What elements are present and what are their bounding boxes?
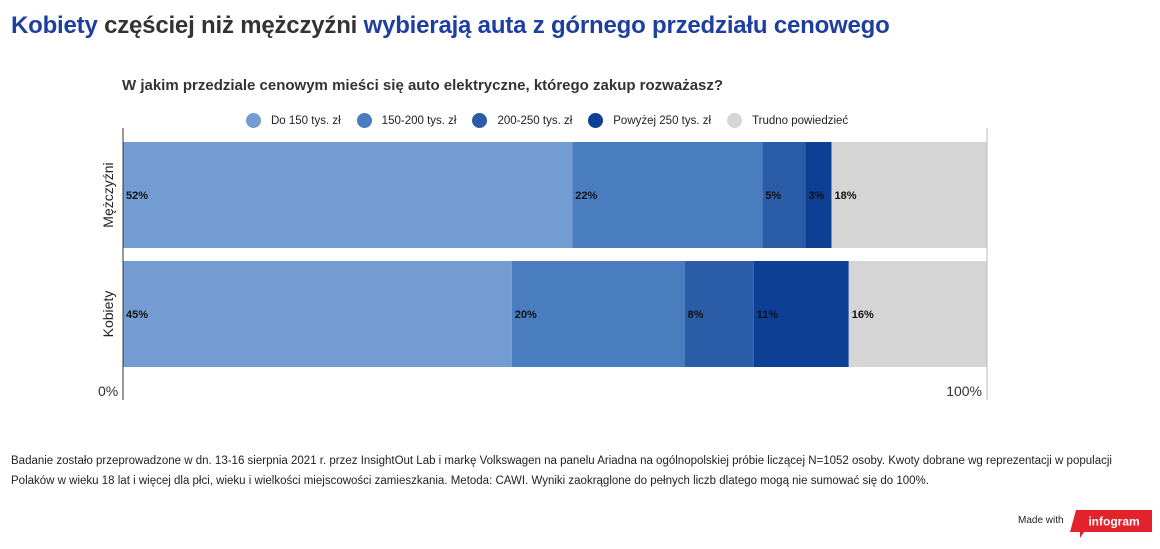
axis-max-label: 100%	[946, 383, 982, 399]
legend-item-5[interactable]: Trudno powiedzieć	[727, 113, 848, 128]
data-label: 18%	[834, 190, 856, 202]
legend-item-3[interactable]: 200-250 tys. zł	[472, 113, 572, 128]
infogram-logo-shape	[1070, 510, 1152, 538]
data-label: 22%	[575, 190, 597, 202]
footnote: Badanie zostało przeprowadzone w dn. 13-…	[11, 455, 1112, 487]
legend-item-2[interactable]: 150-200 tys. zł	[356, 113, 457, 128]
infogram-logo-text: infogram	[1088, 515, 1139, 529]
bar-segment[interactable]	[123, 261, 512, 367]
bar-segment[interactable]	[123, 142, 573, 248]
legend-swatch	[356, 113, 372, 128]
data-label: 11%	[757, 309, 779, 321]
bar-segment[interactable]	[848, 261, 987, 367]
bar-segment[interactable]	[684, 261, 754, 367]
bar-segment[interactable]	[511, 261, 685, 367]
legend-label: 200-250 tys. zł	[497, 114, 573, 127]
data-label: 3%	[809, 190, 825, 202]
data-label: 16%	[852, 309, 874, 321]
infogram-logo[interactable]: infogram	[1070, 510, 1152, 538]
legend-item-4[interactable]: Powyżej 250 tys. zł	[588, 113, 711, 128]
category-label: Kobiety	[100, 291, 116, 338]
data-label: 8%	[688, 309, 704, 321]
bar-segment[interactable]	[831, 142, 987, 248]
legend-label: Trudno powiedzieć	[752, 114, 849, 127]
legend-label: 150-200 tys. zł	[381, 114, 457, 127]
bar-segment[interactable]	[805, 142, 832, 248]
made-with-label: Made with	[1018, 515, 1064, 526]
category-label: Mężczyźni	[100, 162, 116, 227]
legend-label: Powyżej 250 tys. zł	[613, 114, 712, 127]
legend-swatch	[246, 113, 261, 128]
bar-segment[interactable]	[753, 261, 849, 367]
legend-item-1[interactable]: Do 150 tys. zł	[246, 113, 341, 128]
bar-segment[interactable]	[762, 142, 806, 248]
title-highlight-1: Kobiety	[11, 12, 98, 39]
title-middle: częściej niż mężczyźni	[97, 12, 364, 39]
legend-swatch	[588, 113, 604, 128]
data-label: 5%	[765, 190, 781, 202]
chart-legend: Do 150 tys. zł 150-200 tys. zł 200-250 tys…	[246, 113, 864, 128]
chart-title: W jakim przedziale cenowym mieści się au…	[122, 77, 724, 94]
data-label: 20%	[515, 309, 537, 321]
legend-swatch	[727, 113, 743, 128]
legend-label: Do 150 tys. zł	[271, 114, 341, 127]
data-label: 45%	[126, 309, 148, 321]
legend-swatch	[472, 113, 488, 128]
data-label: 52%	[126, 190, 148, 202]
page-title: Kobiety częściej niż mężczyźni wybierają…	[11, 12, 890, 40]
title-highlight-2: wybierają auta z górnego przedziału ceno…	[363, 12, 890, 39]
axis-min-label: 0%	[98, 383, 118, 399]
bar-segment[interactable]	[572, 142, 763, 248]
